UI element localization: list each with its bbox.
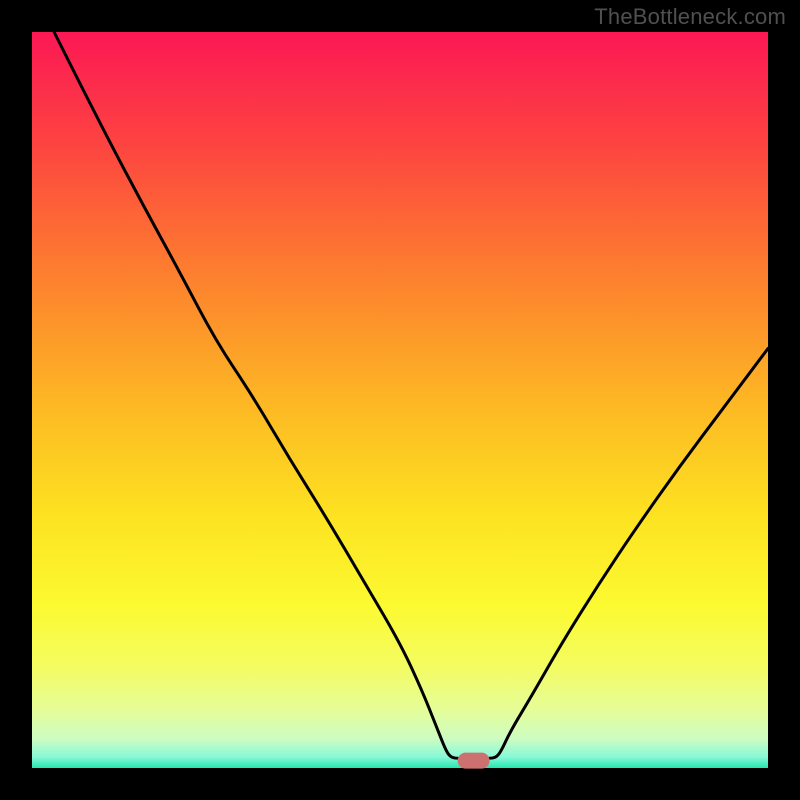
minimum-marker bbox=[458, 753, 490, 769]
chart-background bbox=[32, 32, 768, 768]
bottleneck-chart: TheBottleneck.com bbox=[0, 0, 800, 800]
watermark-text: TheBottleneck.com bbox=[594, 4, 786, 30]
chart-svg bbox=[0, 0, 800, 800]
